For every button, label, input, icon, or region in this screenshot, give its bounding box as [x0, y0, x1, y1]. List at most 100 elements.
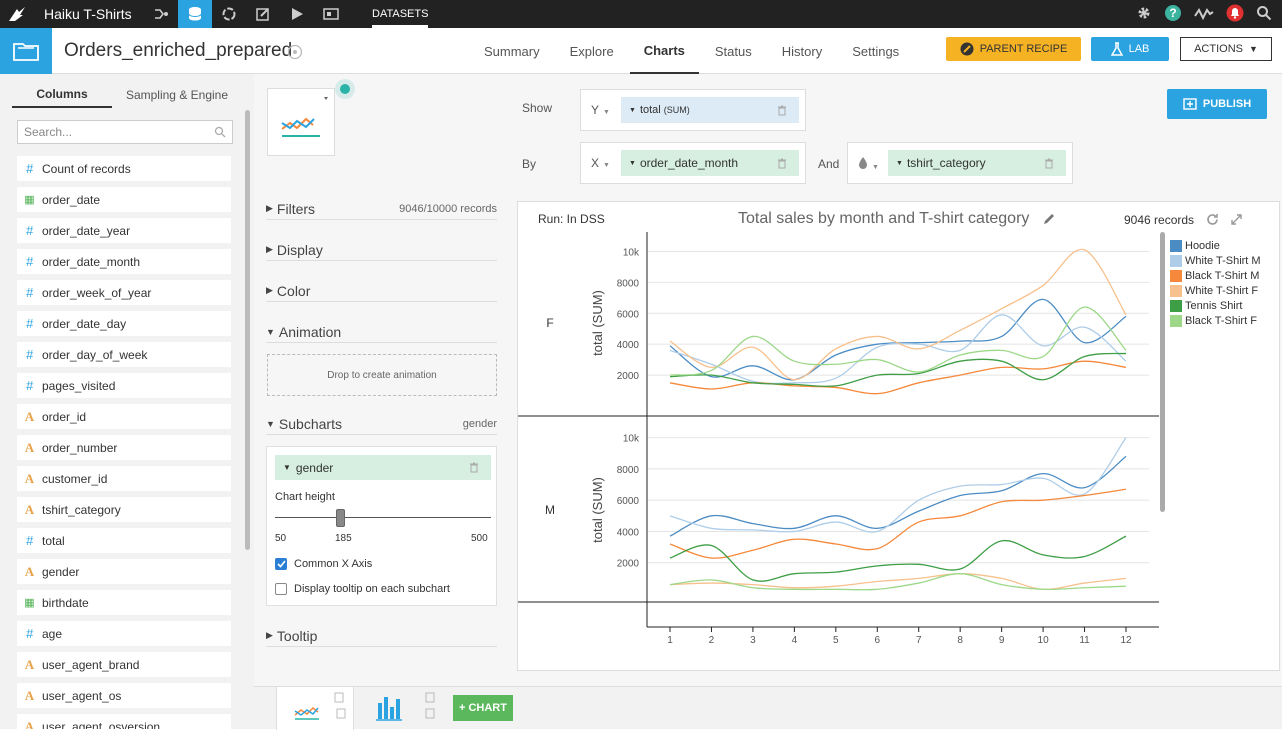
column-item[interactable]: # order_day_of_week: [17, 342, 231, 367]
chart-height-slider[interactable]: [275, 509, 491, 527]
color-shelf[interactable]: ▼ ▼ tshirt_category: [847, 142, 1073, 184]
database-icon[interactable]: [178, 0, 212, 28]
chart-type-selector[interactable]: [267, 88, 335, 156]
tab-explore[interactable]: Explore: [569, 43, 614, 59]
actions-button[interactable]: ACTIONS ▼: [1180, 37, 1272, 61]
publish-button[interactable]: PUBLISH: [1167, 89, 1267, 119]
trash-icon[interactable]: [777, 158, 787, 169]
column-item[interactable]: # order_week_of_year: [17, 280, 231, 305]
tab-charts[interactable]: Charts: [629, 28, 699, 74]
chart-title[interactable]: Total sales by month and T-shirt categor…: [738, 210, 1030, 227]
column-item[interactable]: # Count of records: [17, 156, 231, 181]
color-dimension-chip[interactable]: ▼ tshirt_category: [888, 150, 1066, 176]
color-selector[interactable]: ▼: [858, 156, 879, 172]
y-axis-selector[interactable]: Y ▼: [591, 103, 610, 117]
activity-icon[interactable]: [1194, 6, 1214, 23]
y-axis-shelf[interactable]: Y ▼ ▼ total (SUM): [580, 89, 806, 131]
slider-current-value: 185: [335, 533, 352, 544]
y-tick-label: 4000: [617, 340, 640, 351]
tooltip-section[interactable]: ▶ Tooltip: [266, 625, 497, 647]
tab-sampling-engine[interactable]: Sampling & Engine: [125, 88, 229, 102]
column-item[interactable]: # order_date_day: [17, 311, 231, 336]
trash-icon[interactable]: [1044, 158, 1054, 169]
trash-icon[interactable]: [469, 462, 479, 473]
legend-item[interactable]: White T-Shirt F: [1170, 283, 1261, 298]
tab-columns[interactable]: Columns: [12, 82, 112, 108]
legend-item[interactable]: Tennis Shirt: [1170, 298, 1261, 313]
column-item[interactable]: # order_date_month: [17, 249, 231, 274]
subcharts-section[interactable]: ▼ Subcharts gender: [266, 413, 497, 435]
animation-drop-zone[interactable]: Drop to create animation: [267, 354, 497, 396]
dashboard-icon[interactable]: [314, 0, 348, 28]
tab-summary[interactable]: Summary: [484, 43, 540, 59]
expand-icon[interactable]: [1230, 213, 1243, 229]
trash-icon[interactable]: [777, 105, 787, 116]
parent-recipe-button[interactable]: PARENT RECIPE: [946, 37, 1081, 61]
notification-bell-icon[interactable]: [1226, 4, 1244, 25]
filters-section[interactable]: ▶ Filters 9046/10000 records: [266, 198, 497, 220]
tab-history[interactable]: History: [781, 43, 823, 59]
animation-section[interactable]: ▼ Animation: [266, 321, 497, 343]
y-measure-chip[interactable]: ▼ total (SUM): [621, 97, 799, 123]
common-x-axis-option[interactable]: Common X Axis: [275, 558, 372, 570]
subchart-dimension-chip[interactable]: ▼ gender: [275, 455, 491, 480]
numeric-type-icon: #: [25, 316, 34, 331]
edit-icon[interactable]: [246, 0, 280, 28]
checkbox-unchecked-icon[interactable]: [275, 583, 287, 595]
legend-item[interactable]: White T-Shirt M: [1170, 253, 1261, 268]
legend-item[interactable]: Black T-Shirt F: [1170, 313, 1261, 328]
caret-right-icon: ▶: [266, 285, 273, 295]
column-item[interactable]: ▦ order_date: [17, 187, 231, 212]
caret-down-icon: ▼: [629, 159, 636, 167]
x-axis-letter: X: [591, 156, 600, 170]
add-chart-button[interactable]: + CHART: [453, 695, 513, 721]
flow-icon[interactable]: [144, 0, 178, 28]
pencil-icon[interactable]: [1042, 212, 1056, 229]
text-type-icon: A: [24, 563, 35, 579]
display-tooltip-option[interactable]: Display tooltip on each subchart: [275, 583, 450, 595]
column-item[interactable]: # total: [17, 528, 231, 553]
chart-scrollbar[interactable]: [1160, 232, 1165, 512]
x-dimension-chip[interactable]: ▼ order_date_month: [621, 150, 799, 176]
gear-icon[interactable]: [1136, 5, 1152, 24]
chart-thumbnail-line[interactable]: [276, 687, 354, 730]
slider-thumb[interactable]: [335, 509, 345, 527]
share-icon[interactable]: [287, 44, 303, 63]
color-section[interactable]: ▶ Color: [266, 280, 497, 302]
play-icon[interactable]: [280, 0, 314, 28]
chart-thumbnail-bar[interactable]: [360, 687, 438, 730]
cycle-icon[interactable]: [212, 0, 246, 28]
column-item[interactable]: # pages_visited: [17, 373, 231, 398]
datasets-nav-label[interactable]: DATASETS: [372, 0, 429, 28]
dataiku-logo[interactable]: [0, 0, 34, 28]
column-search-input[interactable]: Search...: [17, 120, 233, 144]
refresh-icon[interactable]: [1206, 213, 1219, 229]
filters-count: 9046/10000 records: [399, 202, 497, 215]
search-icon[interactable]: [1256, 5, 1272, 24]
caret-down-icon: ▼: [603, 109, 610, 116]
series-line: [669, 455, 1127, 537]
project-name[interactable]: Haiku T-Shirts: [44, 6, 132, 22]
column-item[interactable]: # age: [17, 621, 231, 646]
columns-scrollbar[interactable]: [245, 110, 250, 550]
legend-item[interactable]: Hoodie: [1170, 238, 1261, 253]
display-section[interactable]: ▶ Display: [266, 239, 497, 261]
lab-button[interactable]: LAB: [1091, 37, 1169, 61]
tab-status[interactable]: Status: [714, 43, 752, 59]
checkbox-checked-icon[interactable]: [275, 558, 287, 570]
legend-item[interactable]: Black T-Shirt M: [1170, 268, 1261, 283]
x-axis-selector[interactable]: X ▼: [591, 156, 610, 170]
column-item[interactable]: # order_date_year: [17, 218, 231, 243]
help-icon[interactable]: ?: [1164, 4, 1182, 25]
tab-settings[interactable]: Settings: [852, 43, 900, 59]
x-axis-shelf[interactable]: X ▼ ▼ order_date_month: [580, 142, 806, 184]
column-item[interactable]: ▦ birthdate: [17, 590, 231, 615]
